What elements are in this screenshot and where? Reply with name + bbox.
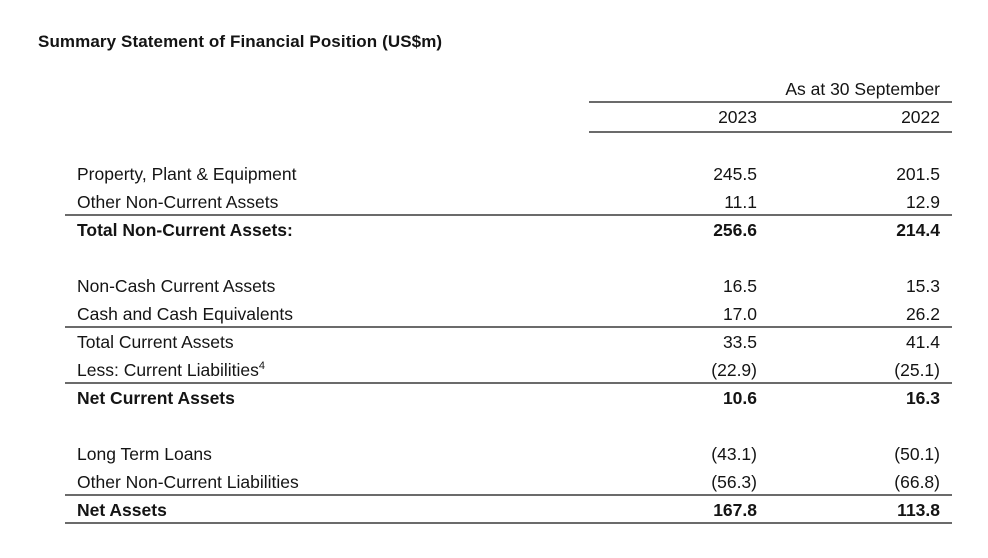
table-row-total: Net Current Assets 10.6 16.3 (65, 384, 952, 412)
value-2023: 167.8 (713, 500, 757, 520)
section-gap (65, 244, 952, 272)
table-row: Non-Cash Current Assets 16.5 15.3 (65, 272, 952, 300)
value-2022: (50.1) (894, 444, 940, 464)
row-label: Cash and Cash Equivalents (77, 304, 293, 324)
row-label-text: Less: Current Liabilities (77, 360, 259, 380)
financial-table: As at 30 September 2023 2022 Property, P… (65, 78, 952, 524)
row-label: Net Current Assets (77, 388, 235, 408)
value-2022: 15.3 (905, 276, 940, 296)
value-2022: 16.3 (905, 388, 940, 408)
value-2023: 33.5 (722, 332, 757, 352)
table-row: Property, Plant & Equipment 245.5 201.5 (65, 160, 952, 188)
value-2023: (43.1) (711, 444, 757, 464)
year-header-rule: 2023 2022 (589, 103, 952, 133)
value-2022: (25.1) (894, 360, 940, 380)
footnote-marker: 4 (258, 360, 266, 373)
value-2023: 10.6 (722, 388, 757, 408)
header-spacer (65, 103, 589, 133)
row-label: Other Non-Current Liabilities (77, 472, 299, 492)
period-header-rule: As at 30 September (589, 78, 952, 103)
table-row-total: Total Non-Current Assets: 256.6 214.4 (65, 216, 952, 244)
section-non-current-assets: Property, Plant & Equipment 245.5 201.5 … (65, 160, 952, 244)
row-label: Net Assets (77, 500, 167, 520)
value-2023: 256.6 (713, 220, 757, 240)
value-2022: 201.5 (896, 164, 940, 184)
year-header-row: 2023 2022 (65, 103, 952, 133)
value-2023: 245.5 (713, 164, 757, 184)
row-label: Property, Plant & Equipment (77, 164, 297, 184)
header-spacer (65, 78, 589, 103)
table-row: Other Non-Current Liabilities (56.3) (66… (65, 468, 952, 496)
value-2023: (56.3) (711, 472, 757, 492)
value-2022: 214.4 (896, 220, 940, 240)
table-row: Less: Current Liabilities4 (22.9) (25.1) (65, 356, 952, 384)
value-2023: 16.5 (722, 276, 757, 296)
table-row-total: Net Assets 167.8 113.8 (65, 496, 952, 524)
value-2022: (66.8) (894, 472, 940, 492)
table-row: Total Current Assets 33.5 41.4 (65, 328, 952, 356)
value-2023: (22.9) (711, 360, 757, 380)
year-header-2023: 2023 (718, 107, 757, 127)
section-current-assets: Non-Cash Current Assets 16.5 15.3 Cash a… (65, 272, 952, 412)
value-2022: 113.8 (897, 500, 940, 520)
table-row: Other Non-Current Assets 11.1 12.9 (65, 188, 952, 216)
period-header-row: As at 30 September (65, 78, 952, 103)
row-label: Total Non-Current Assets: (77, 220, 293, 240)
year-header-2022: 2022 (901, 107, 940, 127)
section-gap (65, 412, 952, 440)
section-net-assets: Long Term Loans (43.1) (50.1) Other Non-… (65, 440, 952, 524)
row-label: Less: Current Liabilities4 (65, 356, 589, 382)
page-title: Summary Statement of Financial Position … (38, 32, 443, 51)
value-2023: 17.0 (722, 304, 757, 324)
value-2023: 11.1 (724, 192, 757, 212)
row-label: Long Term Loans (77, 444, 212, 464)
value-2022: 12.9 (905, 192, 940, 212)
section-gap (65, 133, 952, 160)
period-header: As at 30 September (785, 79, 940, 99)
row-label: Non-Cash Current Assets (77, 276, 276, 296)
table-row: Long Term Loans (43.1) (50.1) (65, 440, 952, 468)
value-2022: 41.4 (905, 332, 940, 352)
table-row: Cash and Cash Equivalents 17.0 26.2 (65, 300, 952, 328)
value-2022: 26.2 (905, 304, 940, 324)
row-label: Total Current Assets (77, 332, 234, 352)
row-label: Other Non-Current Assets (77, 192, 279, 212)
